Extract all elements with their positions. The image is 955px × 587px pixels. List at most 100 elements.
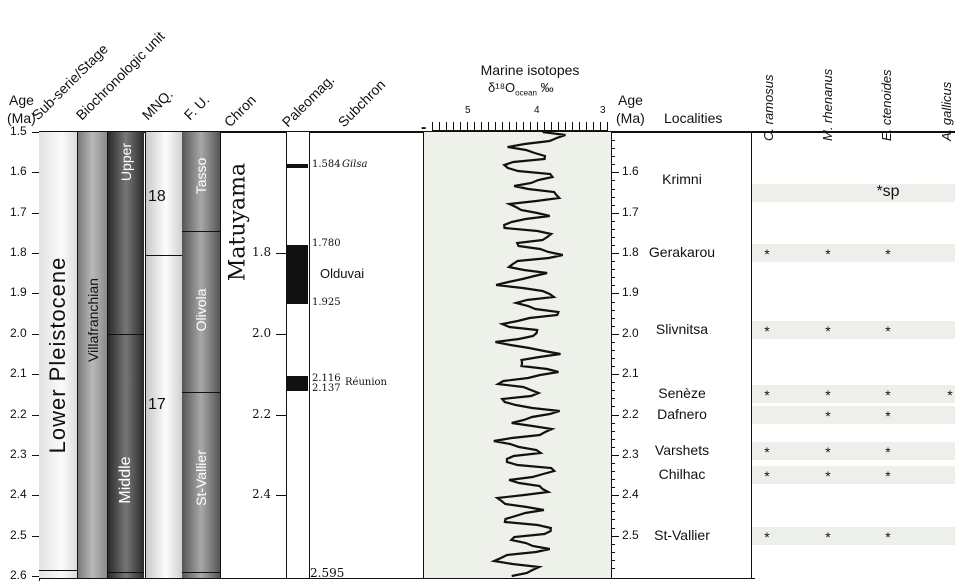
isotopes-unit: ‰	[540, 80, 554, 95]
locality-mark: *	[885, 468, 891, 485]
right-age-tick-mark	[611, 333, 619, 335]
locality-mark: *	[885, 246, 891, 263]
series-base-line	[39, 570, 77, 571]
biochron-base-line	[108, 572, 144, 573]
localities-header: Localities	[664, 110, 723, 126]
right-age-tick-mark	[611, 414, 619, 416]
right-age-minor-tick	[611, 188, 615, 190]
right-age-minor-tick	[611, 438, 615, 440]
right-age-minor-tick	[611, 366, 615, 368]
right-age-minor-tick	[611, 471, 615, 473]
chron-age-label: 2.0	[252, 325, 272, 340]
left-age-tick-label: 2.6	[10, 568, 27, 582]
right-age-tick-mark	[611, 374, 619, 376]
isotopes-ocean: ocean	[515, 88, 537, 98]
locality-mark: *	[764, 468, 770, 485]
biochron-middle	[108, 335, 144, 578]
left-age-tick-mark	[32, 253, 39, 255]
chron-header: Chron	[220, 91, 259, 130]
right-age-minor-tick	[611, 479, 615, 481]
right-age-tick-mark	[611, 293, 619, 295]
fu-tasso	[182, 132, 220, 232]
biochron-middle-label: Middle	[117, 456, 134, 504]
right-age-minor-tick	[611, 382, 615, 384]
right-age-tick-mark	[611, 172, 619, 174]
left-age-tick-mark	[32, 576, 39, 577]
right-age-minor-tick	[611, 462, 615, 464]
right-age-minor-tick	[611, 519, 615, 521]
localities-divider	[751, 132, 752, 578]
age-header: Age	[9, 92, 34, 108]
age2-unit-header: (Ma)	[616, 110, 645, 126]
locality-mark: *	[825, 468, 831, 485]
locality-mark: *	[764, 387, 770, 404]
right-age-tick-label: 2.2	[622, 406, 639, 421]
left-age-tick-label: 1.9	[10, 285, 27, 300]
locality-name: Varshets	[654, 441, 710, 458]
right-age-minor-tick	[611, 511, 615, 513]
series-label: Lower Pleistocene	[45, 256, 70, 454]
locality-name: Chilhac	[658, 466, 706, 483]
gilsa-age-label: 1.584	[312, 158, 341, 170]
right-age-minor-tick	[611, 220, 615, 222]
gilsa-name-label: Gilsa	[342, 158, 368, 170]
fu-header: F. U.	[180, 91, 213, 123]
stage-label: Villafranchian	[85, 278, 101, 362]
locality-band	[752, 320, 955, 339]
locality-mark: *	[885, 322, 891, 339]
right-age-minor-tick	[611, 261, 615, 263]
biochron-upper-label: Upper	[118, 142, 134, 182]
right-age-minor-tick	[611, 430, 615, 432]
right-age-minor-tick	[611, 317, 615, 319]
right-age-minor-tick	[611, 285, 615, 287]
right-age-minor-tick	[611, 487, 615, 489]
locality-band	[752, 466, 955, 485]
chron-name: Matuyama	[225, 162, 251, 282]
right-age-minor-tick	[611, 414, 615, 416]
isotope-curve	[490, 132, 566, 578]
biochron-upper	[108, 132, 144, 335]
left-age-tick-label: 2.2	[10, 406, 27, 421]
right-age-tick-mark	[611, 212, 619, 214]
locality-name: Krimni	[662, 171, 702, 188]
right-age-minor-tick	[611, 172, 615, 174]
right-age-minor-tick	[611, 559, 615, 561]
locality-mark: *	[825, 443, 831, 460]
right-age-minor-tick	[611, 454, 615, 456]
right-age-tick-label: 1.8	[622, 245, 639, 260]
locality-band	[752, 526, 955, 545]
right-age-minor-tick	[611, 527, 615, 529]
subchron-header: Subchron	[334, 76, 389, 130]
fu-olivola	[182, 232, 220, 393]
right-age-minor-tick	[611, 301, 615, 303]
chron-age-tick	[276, 495, 286, 497]
right-age-minor-tick	[611, 228, 615, 230]
left-age-tick-mark	[32, 172, 39, 174]
subseries-header: Sub-serie/Stage	[28, 40, 111, 123]
right-age-tick-mark	[611, 454, 619, 456]
left-age-tick-label: 1.6	[10, 164, 27, 179]
chron-age-label: 2.4	[252, 487, 272, 502]
chart-bottom-line	[39, 578, 755, 579]
chron-age-label: 2.2	[252, 406, 272, 421]
isotopes-subtitle: δ¹⁸Oocean ‰	[488, 80, 554, 98]
right-age-minor-tick	[611, 535, 615, 537]
paleomag-normal-bar	[287, 375, 308, 391]
right-age-minor-tick	[611, 349, 615, 351]
fu-olivola-label: Olivola	[193, 288, 209, 332]
right-age-tick-mark	[611, 253, 619, 255]
right-age-minor-tick	[611, 406, 615, 408]
chron-age-tick	[276, 333, 286, 335]
locality-name: Slivnitsa	[655, 320, 709, 337]
left-age-tick-mark	[32, 132, 39, 133]
locality-band	[752, 405, 955, 424]
right-age-minor-tick	[611, 245, 615, 247]
right-age-minor-tick	[611, 390, 615, 392]
left-age-tick-label: 2.1	[10, 366, 27, 381]
right-age-minor-tick	[611, 551, 615, 553]
right-age-minor-tick	[611, 543, 615, 545]
locality-name: Senèze	[658, 385, 706, 402]
reunion-top-label: 2.116	[312, 372, 341, 384]
isotope-tick-4: 4	[534, 105, 540, 116]
left-age-tick-mark	[32, 374, 39, 376]
